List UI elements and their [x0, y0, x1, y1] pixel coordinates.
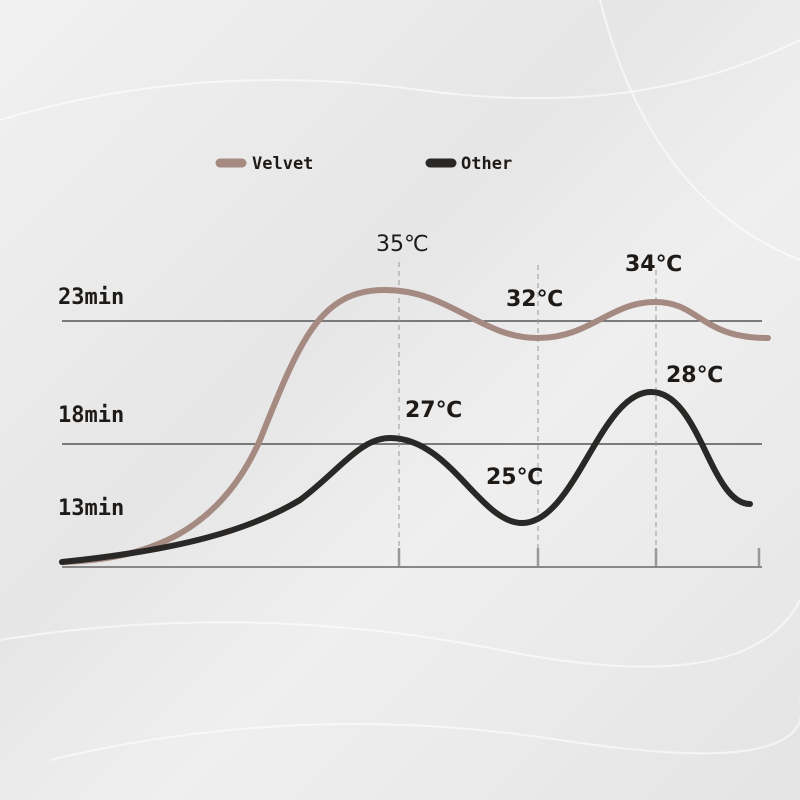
annotation-velvet-32: 32℃: [506, 287, 563, 312]
vertical-guides: [398, 262, 657, 548]
y-label-23min: 23min: [58, 285, 124, 310]
annotation-velvet-34: 34℃: [625, 252, 682, 277]
background-texture: [0, 0, 800, 760]
annotation-other-25: 25℃: [486, 465, 543, 490]
y-label-13min: 13min: [58, 496, 124, 521]
annotation-other-28: 28℃: [666, 363, 723, 388]
annotation-other-27: 27℃: [405, 398, 462, 423]
y-label-18min: 18min: [58, 403, 124, 428]
legend-other-label: Other: [461, 154, 512, 174]
series-other-line: [59, 388, 753, 565]
legend-velvet-label: Velvet: [252, 154, 313, 174]
series-velvet-line: [59, 286, 771, 565]
annotation-velvet-35: 35℃: [376, 232, 429, 257]
